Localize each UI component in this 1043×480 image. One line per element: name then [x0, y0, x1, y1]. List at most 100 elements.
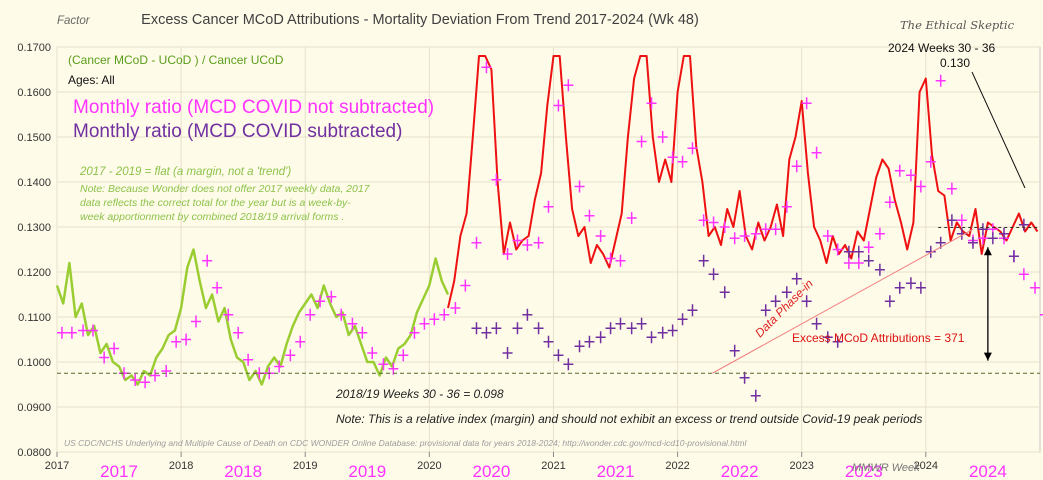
- monthly-marker: [915, 180, 926, 193]
- monthly-marker: [770, 223, 781, 236]
- monthly-marker: [832, 335, 843, 348]
- monthly-marker: [419, 317, 430, 330]
- monthly-marker: [894, 281, 905, 294]
- y-tick-label: 0.1700: [17, 42, 51, 54]
- monthly-marker: [781, 286, 792, 299]
- x-tick-label: 2018: [169, 460, 193, 472]
- monthly-marker: [574, 340, 585, 353]
- monthly-marker: [512, 234, 523, 247]
- monthly-marker: [863, 241, 874, 254]
- monthly-marker: [274, 360, 285, 373]
- monthly-marker: [811, 317, 822, 330]
- monthly-marker: [615, 317, 626, 330]
- formula-label: (Cancer MCoD - UCoD ) / Cancer UCoD: [68, 53, 284, 67]
- monthly-marker: [605, 252, 616, 265]
- excess-arrow-head-up: [983, 247, 992, 256]
- monthly-marker: [87, 324, 98, 337]
- monthly-marker: [522, 239, 533, 251]
- monthly-marker: [719, 221, 730, 233]
- monthly-marker: [760, 304, 771, 317]
- monthly-marker: [636, 317, 647, 330]
- monthly-marker: [874, 263, 885, 276]
- monthly-marker: [1030, 281, 1041, 294]
- monthly-marker: [626, 322, 637, 335]
- monthly-marker: [460, 279, 471, 292]
- monthly-marker: [109, 342, 120, 355]
- monthly-marker: [739, 230, 750, 242]
- monthly-marker: [512, 322, 523, 335]
- monthly-marker: [636, 135, 647, 148]
- monthly-marker: [791, 272, 802, 285]
- monthly-marker: [223, 308, 234, 321]
- monthly-marker: [874, 227, 885, 240]
- monthly-marker: [615, 254, 626, 267]
- monthly-marker: [843, 257, 854, 269]
- monthly-marker: [687, 142, 698, 155]
- monthly-marker: [522, 308, 533, 321]
- monthly-marker: [677, 155, 688, 168]
- monthly-marker: [801, 295, 812, 308]
- annotation-layer: [57, 71, 1040, 374]
- flat-note-line-2: data reflects the correct total for the …: [80, 197, 351, 209]
- monthly-marker: [202, 254, 213, 267]
- monthly-marker: [502, 347, 513, 359]
- monthly-marker: [925, 245, 936, 258]
- monthly-marker: [791, 160, 802, 173]
- monthly-marker: [946, 214, 957, 227]
- monthly-marker: [935, 74, 946, 87]
- monthly-marker: [429, 313, 440, 326]
- monthly-marker: [295, 335, 306, 348]
- monthly-marker: [471, 322, 482, 335]
- x-tick-label: 2019: [293, 460, 317, 472]
- monthly-marker: [56, 326, 67, 339]
- x-tick-label: 2023: [789, 460, 813, 472]
- monthly-marker: [140, 376, 151, 389]
- monthly-marker: [595, 230, 606, 242]
- year-label: 2023: [845, 462, 883, 480]
- monthly-marker: [191, 315, 202, 328]
- monthly-marker: [1039, 314, 1043, 316]
- flat-note-line-3: week apportionment by combined 2018/19 a…: [80, 211, 344, 223]
- legend-subtracted: Monthly ratio (MCD COVID subtracted): [73, 121, 402, 142]
- monthly-marker: [801, 97, 812, 110]
- monthly-marker: [667, 151, 678, 164]
- monthly-marker: [398, 349, 409, 362]
- monthly-marker: [481, 61, 492, 74]
- monthly-marker: [729, 232, 740, 245]
- monthly-marker: [563, 79, 574, 92]
- x-tick-label: 2020: [417, 460, 441, 472]
- monthly-marker: [967, 236, 978, 249]
- y-tick-label: 0.1600: [17, 87, 51, 99]
- y-tick-label: 0.1400: [17, 177, 51, 189]
- recent-weeks-label: 2024 Weeks 30 - 36: [888, 41, 996, 55]
- monthly-marker: [657, 326, 668, 339]
- monthly-marker: [905, 277, 916, 290]
- y-axis-label: Factor: [57, 15, 91, 27]
- monthly-marker: [708, 216, 719, 229]
- source-note: US CDC/NCHS Underlying and Multiple Caus…: [64, 438, 747, 448]
- monthly-marker: [78, 324, 89, 337]
- monthly-marker: [378, 358, 389, 371]
- chart-title: Excess Cancer MCoD Attributions - Mortal…: [141, 12, 699, 28]
- monthly-marker: [811, 146, 822, 159]
- monthly-marker: [553, 349, 564, 362]
- monthly-marker: [171, 335, 182, 348]
- monthly-marker: [956, 214, 967, 227]
- monthly-marker: [853, 245, 864, 258]
- monthly-marker: [719, 286, 730, 299]
- monthly-marker: [471, 236, 482, 249]
- red-weekly-line: [447, 55, 1039, 309]
- x-tick-label: 2021: [541, 460, 565, 472]
- monthly-marker: [574, 180, 585, 193]
- monthly-marker: [584, 335, 595, 348]
- monthly-marker: [999, 227, 1010, 240]
- monthly-marker: [150, 369, 161, 382]
- year-label: 2024: [969, 462, 1007, 480]
- monthly-marker: [646, 331, 657, 344]
- monthly-marker: [657, 131, 668, 143]
- monthly-marker: [750, 227, 761, 240]
- relative-note: Note: This is a relative index (margin) …: [336, 412, 922, 426]
- y-tick-label: 0.0900: [17, 402, 51, 414]
- monthly-marker: [832, 243, 843, 256]
